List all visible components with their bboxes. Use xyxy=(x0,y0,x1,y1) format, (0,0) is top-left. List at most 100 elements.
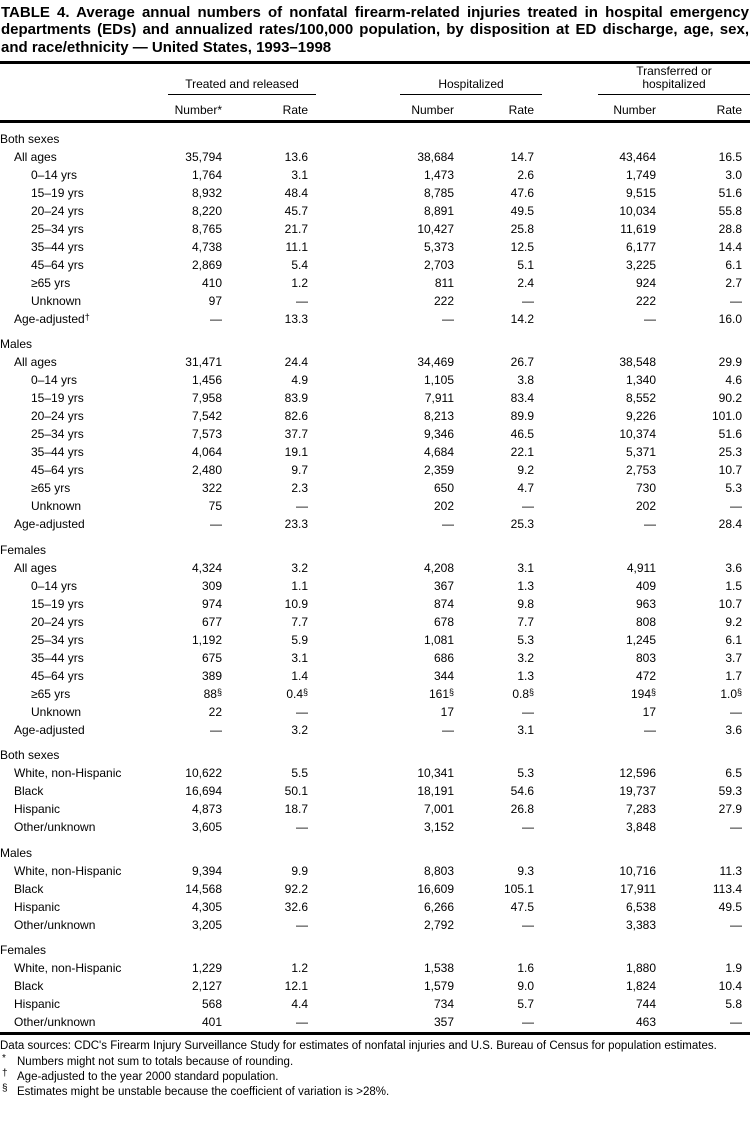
table-row: 20–24 yrs 7,542 82.6 8,213 89.9 9,226 101.0 xyxy=(0,408,750,426)
table-row: 15–19 yrs 7,958 83.9 7,911 83.4 8,552 90.2 xyxy=(0,390,750,408)
cell-value: 734 xyxy=(433,997,455,1012)
cell-value: 12,596 xyxy=(619,766,657,781)
cell-value: 7,958 xyxy=(191,391,222,406)
footnote-marker: * xyxy=(2,1052,6,1064)
cell-value: 3.6 xyxy=(725,560,743,575)
cell-value: 202 xyxy=(433,499,455,514)
col-header-number-transferred: Number xyxy=(542,94,665,123)
cell-value: 1.3 xyxy=(517,668,535,683)
column-header-row: Number* Rate Number Rate Number Rate xyxy=(0,94,750,123)
cell-value: — xyxy=(644,722,657,737)
table-row: 35–44 yrs 4,064 19.1 4,684 22.1 5,371 25.3 xyxy=(0,444,750,462)
cell-value: 35,794 xyxy=(185,149,222,164)
cell-value: 75 xyxy=(208,499,222,514)
cell-value: 101.0 xyxy=(711,409,743,424)
table-row: Black 16,694 50.1 18,191 54.6 19,737 59.3 xyxy=(0,783,750,801)
row-label: Hispanic xyxy=(14,899,61,914)
table-row: 25–34 yrs 8,765 21.7 10,427 25.8 11,619 28.8 xyxy=(0,220,750,238)
cell-value: 3,383 xyxy=(625,917,657,932)
footnote-text: Age-adjusted to the year 2000 standard p… xyxy=(17,1070,279,1083)
cell-value: 2.3 xyxy=(291,481,309,496)
row-label: 15–19 yrs xyxy=(31,185,84,200)
cell-value: 2.7 xyxy=(725,275,743,290)
table-row: 45–64 yrs 2,869 5.4 2,703 5.1 3,225 6.1 xyxy=(0,256,750,274)
cell-value: 22 xyxy=(208,704,222,719)
cell-value: 10,716 xyxy=(619,863,657,878)
cell-value: 8,220 xyxy=(191,203,222,218)
table-row: Unknown 75 — 202 — 202 — xyxy=(0,498,750,516)
table-row: Age-adjusted — 23.3 — 25.3 — 28.4 xyxy=(0,516,750,534)
cell-value: 677 xyxy=(201,614,222,629)
cell-value: 1.0§ xyxy=(720,686,743,701)
cell-value: 401 xyxy=(201,1015,222,1030)
cell-value: 7,573 xyxy=(191,427,222,442)
col-header-rate-treated: Rate xyxy=(230,94,317,123)
cell-value: 367 xyxy=(433,578,455,593)
footnote-rounding: * Numbers might not sum to totals becaus… xyxy=(0,1052,750,1069)
row-label: All ages xyxy=(14,149,57,164)
cell-value: 3,848 xyxy=(625,820,657,835)
row-label: Black xyxy=(14,881,44,896)
cell-value: 7.7 xyxy=(291,614,309,629)
cell-value: 357 xyxy=(433,1015,455,1030)
cell-value: 9,226 xyxy=(625,409,657,424)
table-row: 0–14 yrs 309 1.1 367 1.3 409 1.5 xyxy=(0,577,750,595)
row-label: 35–44 yrs xyxy=(31,445,84,460)
cell-value: 6,266 xyxy=(423,899,455,914)
table-row: Age-adjusted — 3.2 — 3.1 — 3.6 xyxy=(0,721,750,739)
table-row: Unknown 22 — 17 — 17 — xyxy=(0,703,750,721)
table-row: Age-adjusted† — 13.3 — 14.2 — 16.0 xyxy=(0,310,750,328)
cell-value: 1.2 xyxy=(291,275,309,290)
cell-value: 8,785 xyxy=(423,185,455,200)
cell-value: 5.3 xyxy=(517,632,535,647)
col-header-number-hospitalized: Number xyxy=(316,94,463,123)
row-label: All ages xyxy=(14,355,57,370)
cell-value: 38,684 xyxy=(417,149,455,164)
cell-value: 344 xyxy=(433,668,455,683)
cell-value: 83.4 xyxy=(510,391,535,406)
cell-value: 4,738 xyxy=(191,239,222,254)
table-title: TABLE 4. Average annual numbers of nonfa… xyxy=(0,2,750,64)
cell-value: 10.4 xyxy=(718,979,743,994)
col-group-transferred-hospitalized: Transferred or hospitalized xyxy=(542,64,750,95)
cell-value: 8,765 xyxy=(191,221,222,236)
table-row: 15–19 yrs 974 10.9 874 9.8 963 10.7 xyxy=(0,595,750,613)
cell-value: 16.0 xyxy=(718,311,743,326)
row-label: Hispanic xyxy=(14,802,61,817)
cell-value: 14.7 xyxy=(510,149,535,164)
cell-value: 10.9 xyxy=(284,596,309,611)
cell-value: — xyxy=(522,820,535,835)
row-label: 45–64 yrs xyxy=(31,668,84,683)
cell-value: 11.1 xyxy=(285,239,309,254)
cell-value: 10,622 xyxy=(185,766,222,781)
cell-value: — xyxy=(644,311,657,326)
cell-value: 4,064 xyxy=(191,445,222,460)
footnote-unstable-estimates: § Estimates might be unstable because th… xyxy=(0,1083,750,1099)
row-label: 20–24 yrs xyxy=(31,409,84,424)
table-row: 20–24 yrs 8,220 45.7 8,891 49.5 10,034 55.8 xyxy=(0,202,750,220)
cell-value: 14.4 xyxy=(718,239,743,254)
cell-value: 5.9 xyxy=(291,632,309,647)
section-label: Both sexes xyxy=(0,131,60,146)
cell-value: 222 xyxy=(635,293,657,308)
cell-value: 14.2 xyxy=(510,311,535,326)
cell-value: 28.8 xyxy=(718,221,743,236)
cell-value: 17 xyxy=(440,704,455,719)
cell-value: 811 xyxy=(434,275,455,290)
cell-value: 1,579 xyxy=(423,979,455,994)
table-row: 20–24 yrs 677 7.7 678 7.7 808 9.2 xyxy=(0,613,750,631)
section-label: Females xyxy=(0,542,47,557)
cell-value: 3.0 xyxy=(725,167,743,182)
cell-value: — xyxy=(442,722,455,737)
cell-value: — xyxy=(522,704,535,719)
cell-value: 9.0 xyxy=(517,979,535,994)
cell-value: 2,703 xyxy=(423,257,455,272)
cell-value: 3.1 xyxy=(517,722,535,737)
cell-value: 3.2 xyxy=(517,650,535,665)
row-label: 25–34 yrs xyxy=(31,632,84,647)
cell-value: 31,471 xyxy=(185,355,222,370)
cell-value: 10.7 xyxy=(718,596,743,611)
cell-value: 9.9 xyxy=(291,863,309,878)
row-label: 20–24 yrs xyxy=(31,614,84,629)
